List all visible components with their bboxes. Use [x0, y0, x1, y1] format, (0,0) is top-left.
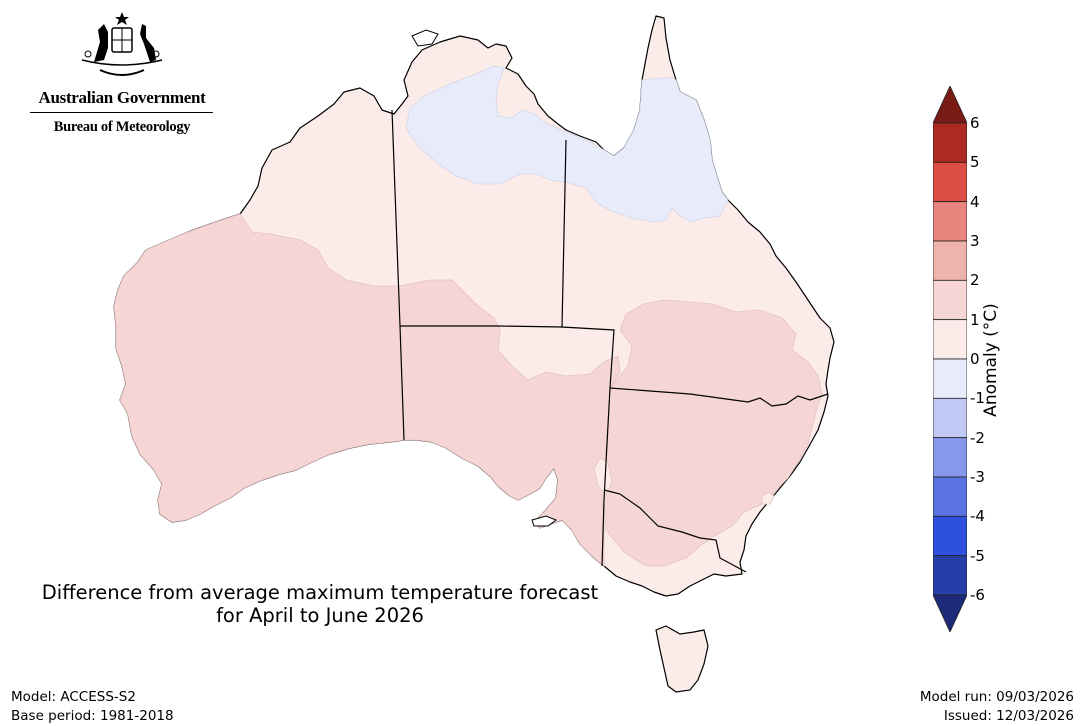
tasmania: [655, 625, 709, 693]
model-name: Model: ACCESS-S2: [11, 689, 136, 705]
colorbar-bin: [933, 201, 967, 242]
colorbar-tick-label: -2: [970, 428, 985, 447]
title-line-2: for April to June 2026: [216, 604, 424, 627]
logo-government-text: Australian Government: [38, 88, 206, 107]
anomaly-zone-1-to-2-west: [113, 213, 621, 567]
map-title: Difference from average maximum temperat…: [0, 581, 640, 627]
colorbar-tick-label: 0: [970, 350, 980, 368]
colorbar-tick-label: -1: [970, 389, 985, 408]
melville-island: [411, 29, 439, 47]
colorbar-bin: [933, 515, 967, 557]
colorbar-bin: [933, 240, 967, 281]
colorbar-tick-label: 3: [970, 232, 980, 250]
colorbar-bin: [933, 358, 967, 399]
colorbar-bin: [933, 397, 967, 439]
colorbar-bin: [933, 555, 967, 596]
colorbar-tick-label: 4: [970, 192, 980, 211]
colorbar-bin: [933, 161, 967, 203]
colorbar-bin: [933, 594, 967, 632]
anomaly-zone-minus1-to-0-north: [405, 65, 729, 223]
colorbar-bin: [933, 122, 967, 163]
issued-date: Issued: 12/03/2026: [943, 708, 1074, 724]
colorbar-tick-label: -6: [970, 586, 985, 604]
bom-logo: Australian Government Bureau of Meteorol…: [22, 10, 222, 140]
colorbar-bin: [933, 86, 967, 124]
colorbar-tick-label: 6: [970, 114, 980, 132]
colorbar-bin: [933, 279, 967, 321]
state-borders: [391, 109, 829, 573]
base-period: Base period: 1981-2018: [11, 708, 174, 724]
colorbar-tick-label: 1: [970, 310, 980, 329]
colorbar-tick-label: -4: [970, 507, 985, 526]
colorbar-tick-label: -3: [970, 468, 985, 486]
colorbar-tick-label: 2: [970, 271, 980, 290]
logo-bureau-text: Bureau of Meteorology: [53, 119, 191, 135]
colorbar-tick-label: -5: [970, 546, 985, 565]
coat-of-arms-icon: [81, 12, 163, 76]
colorbar-bin: [933, 476, 967, 517]
anomaly-zone-0-to-1-se-pocket: [761, 491, 775, 505]
anomaly-zone-1-to-2-east: [603, 299, 823, 567]
colorbar-tick-label: 5: [970, 153, 980, 172]
colorbar-bin: [933, 437, 967, 478]
model-info: Model: ACCESS-S2 Base period: 1981-2018: [11, 688, 174, 726]
title-line-1: Difference from average maximum temperat…: [41, 581, 599, 604]
colorbar-bin: [933, 319, 967, 360]
kangaroo-island: [531, 515, 558, 527]
logo-divider: [30, 112, 213, 113]
colorbar: [933, 86, 967, 632]
anomaly-zone-0-to-1-pocket: [593, 457, 613, 495]
run-info: Model run: 09/03/2026 Issued: 12/03/2026: [920, 688, 1074, 726]
model-run-date: Model run: 09/03/2026: [919, 689, 1074, 705]
